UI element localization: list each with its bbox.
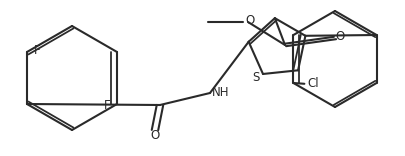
Text: Cl: Cl (308, 77, 320, 90)
Text: F: F (104, 99, 110, 112)
Text: O: O (245, 14, 255, 27)
Text: O: O (150, 129, 160, 142)
Text: F: F (34, 44, 40, 57)
Text: NH: NH (212, 86, 229, 99)
Text: O: O (335, 30, 345, 43)
Text: S: S (252, 71, 259, 84)
